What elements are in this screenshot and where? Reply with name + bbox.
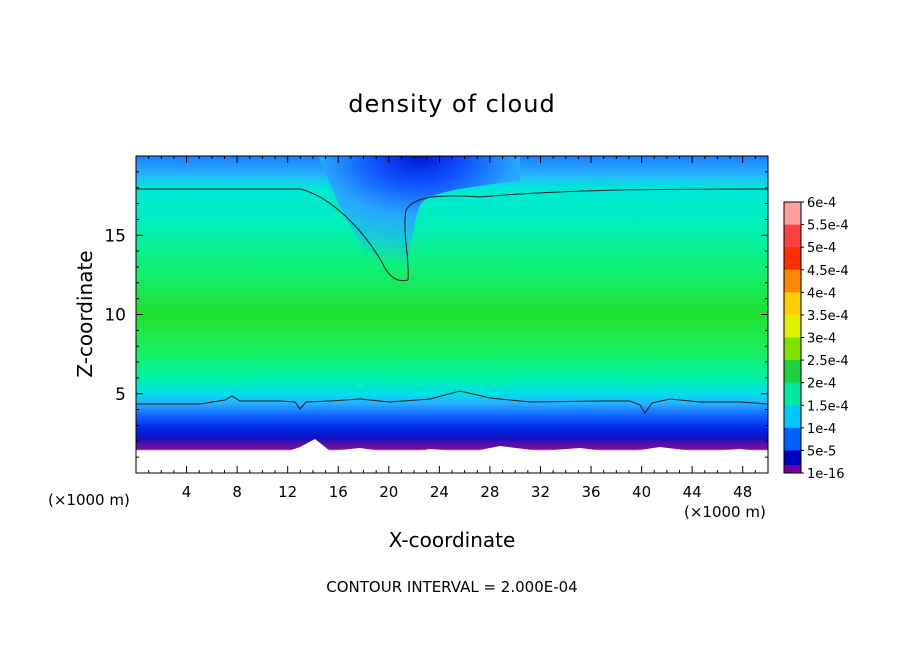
colorbar-label: 1e-16 bbox=[807, 467, 845, 482]
colorbar-label: 5e-4 bbox=[807, 241, 836, 256]
colorbar-swatch bbox=[784, 427, 801, 451]
colorbar-swatch bbox=[784, 337, 801, 361]
y-axis-label: Z-coordinate bbox=[73, 250, 97, 377]
colorbar-label: 3.5e-4 bbox=[807, 309, 849, 324]
x-ticks: 4 8 12 16 20 24 28 32 36 40 44 48 bbox=[148, 156, 756, 501]
colorbar-label: 1.5e-4 bbox=[807, 399, 849, 414]
x-tick-label: 28 bbox=[480, 483, 499, 501]
x-unit-right: (×1000 m) bbox=[684, 503, 766, 521]
colorbar-swatch-min bbox=[784, 465, 801, 473]
colorbar-label: 5.5e-4 bbox=[807, 219, 849, 234]
x-tick-label: 44 bbox=[683, 483, 702, 501]
x-tick-label: 48 bbox=[733, 483, 752, 501]
x-tick-label: 4 bbox=[182, 483, 192, 501]
colorbar-swatch bbox=[784, 360, 801, 384]
x-tick-label: 20 bbox=[379, 483, 398, 501]
colorbar-swatch bbox=[784, 292, 801, 316]
y-ticks: 5 10 15 bbox=[104, 171, 768, 458]
colorbar: 6e-4 5.5e-4 5e-4 4.5e-4 4e-4 3.5e-4 3e-4 2.5e-4… bbox=[783, 196, 849, 482]
colorbar-swatch bbox=[784, 269, 801, 293]
y-tick-label: 15 bbox=[104, 226, 126, 246]
colorbar-label: 4e-4 bbox=[807, 286, 836, 301]
colorbar-label: 2.5e-4 bbox=[807, 354, 849, 369]
downdraft-region bbox=[318, 156, 520, 279]
x-axis-label: X-coordinate bbox=[389, 528, 516, 552]
contour-interval: CONTOUR INTERVAL = 2.000E-04 bbox=[326, 578, 577, 596]
x-tick-label: 40 bbox=[632, 483, 651, 501]
y-tick-label: 10 bbox=[104, 306, 126, 326]
colorbar-swatch bbox=[784, 405, 801, 429]
x-tick-label: 36 bbox=[581, 483, 600, 501]
x-tick-label: 8 bbox=[232, 483, 242, 501]
x-unit-left: (×1000 m) bbox=[48, 491, 130, 509]
x-tick-label: 24 bbox=[430, 483, 449, 501]
colorbar-swatch bbox=[784, 202, 801, 226]
colorbar-swatch bbox=[784, 314, 801, 338]
colorbar-swatch bbox=[784, 224, 801, 248]
ground-mask bbox=[136, 439, 768, 473]
colorbar-label: 6e-4 bbox=[807, 196, 836, 211]
colorbar-label: 4.5e-4 bbox=[807, 264, 849, 279]
density-field bbox=[136, 156, 768, 473]
colorbar-swatch bbox=[784, 382, 801, 406]
y-tick-label: 5 bbox=[115, 385, 126, 405]
colorbar-label: 3e-4 bbox=[807, 332, 836, 347]
colorbar-swatch bbox=[784, 247, 801, 271]
colorbar-label: 5e-5 bbox=[807, 444, 836, 459]
contour-lower bbox=[136, 390, 769, 414]
contour-upper bbox=[136, 188, 769, 282]
x-tick-label: 12 bbox=[278, 483, 297, 501]
chart-title: density of cloud bbox=[348, 90, 555, 118]
colorbar-label: 1e-4 bbox=[807, 422, 836, 437]
x-tick-label: 32 bbox=[531, 483, 550, 501]
plot-field bbox=[136, 156, 768, 473]
x-tick-label: 16 bbox=[329, 483, 348, 501]
colorbar-label: 2e-4 bbox=[807, 377, 836, 392]
